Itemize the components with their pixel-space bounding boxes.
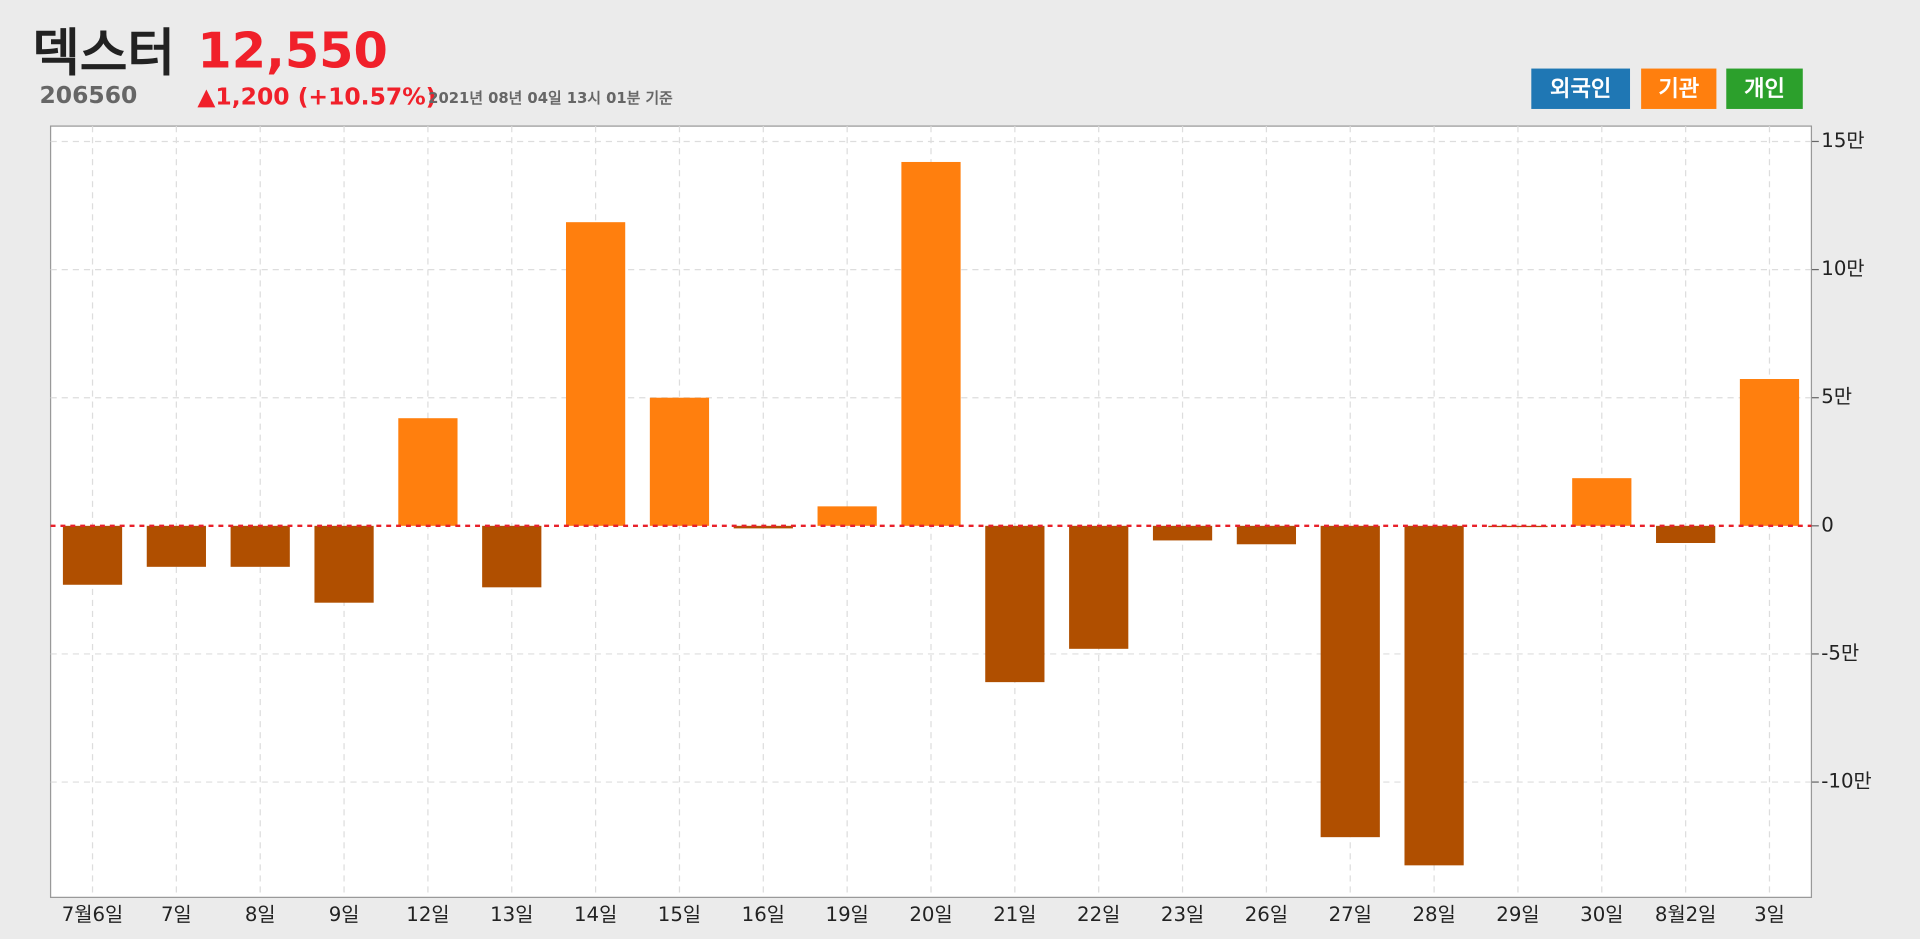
x-tick-label: 3일 [1754,903,1785,926]
legend-button-label[interactable]: 외국인 [1550,76,1611,102]
bar [1069,525,1129,649]
bar [314,525,374,603]
bar [649,397,710,526]
legend-button-label[interactable]: 기관 [1658,76,1699,102]
x-tick-label: 21일 [993,903,1036,926]
y-tick-label: 15만 [1821,129,1864,152]
x-tick-label: 9일 [329,903,360,926]
bar [565,222,626,526]
x-tick-label: 13일 [490,903,533,926]
x-tick-label: 7일 [161,903,192,926]
price-change: ▲1,200 (+10.57%) [197,83,436,111]
y-tick-label: 5만 [1821,385,1852,408]
bar [985,525,1045,683]
bar [62,525,123,585]
bar [1572,478,1632,526]
x-tick-label: 8월2일 [1655,903,1716,926]
bar [901,161,961,526]
y-tick-label: 10만 [1821,257,1864,280]
x-tick-label: 16일 [742,903,785,926]
bar [1488,525,1548,528]
bar [1236,525,1297,545]
bar [398,418,458,526]
bar [1152,525,1213,541]
legend-button[interactable] [1531,68,1631,109]
bar [1656,525,1716,543]
timestamp: 2021년 08년 04일 13시 01분 기준 [428,90,673,107]
stock-name: 덱스터 [32,23,175,83]
x-tick-label: 19일 [826,903,869,926]
bar [1404,525,1464,866]
bar [482,525,542,588]
x-tick-label: 7월6일 [62,903,123,926]
legend-button-label[interactable]: 개인 [1744,76,1785,102]
x-tick-label: 26일 [1245,903,1288,926]
x-tick-label: 23일 [1161,903,1204,926]
bar [733,525,793,529]
x-tick-label: 22일 [1077,903,1120,926]
y-tick-label: -5만 [1821,641,1859,664]
stock-code: 206560 [39,81,137,109]
bar [817,506,877,526]
bar [146,525,206,567]
legend-button[interactable] [1726,68,1803,109]
x-tick-label: 12일 [406,903,449,926]
x-tick-label: 28일 [1412,903,1455,926]
y-tick-label: -10만 [1821,770,1871,793]
x-tick-label: 27일 [1329,903,1372,926]
x-tick-label: 30일 [1580,903,1623,926]
price: 12,550 [197,21,387,79]
x-tick-label: 15일 [658,903,701,926]
y-tick-label: 0 [1821,513,1834,536]
x-tick-label: 8일 [245,903,276,926]
bar [230,525,290,567]
bar [1739,379,1800,526]
legend-button[interactable] [1641,68,1717,109]
x-tick-label: 29일 [1496,903,1539,926]
x-tick-label: 14일 [574,903,617,926]
bar [1320,525,1380,838]
x-tick-label: 20일 [909,903,952,926]
